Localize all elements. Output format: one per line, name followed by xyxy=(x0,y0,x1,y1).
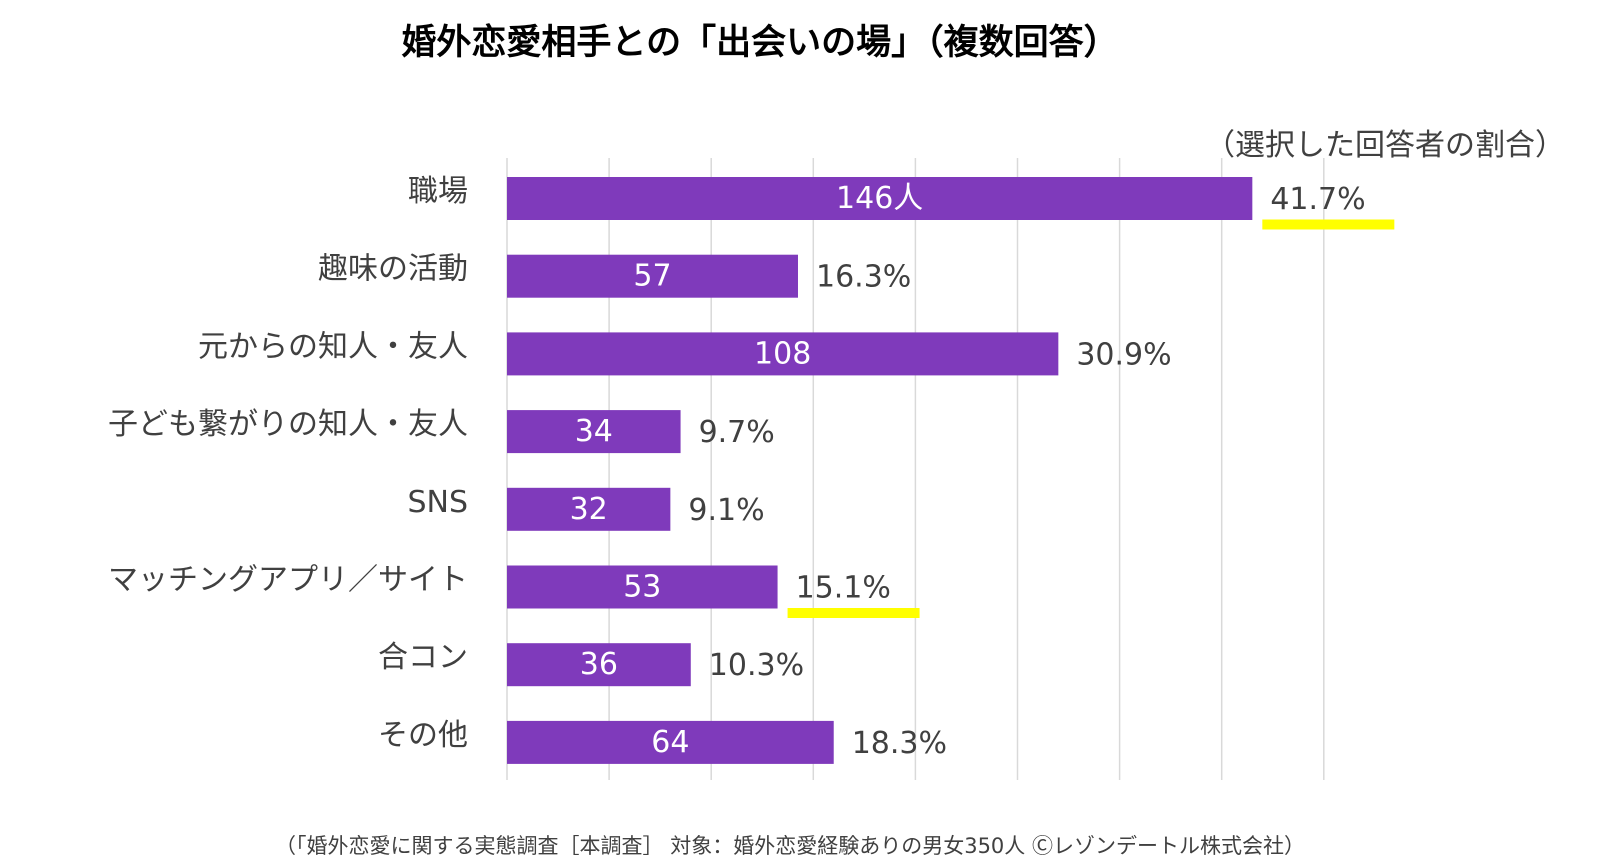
category-label: 趣味の活動 xyxy=(318,252,468,287)
count-label: 57 xyxy=(633,259,671,294)
value-label: 15.1% xyxy=(796,571,891,606)
bar xyxy=(507,254,798,298)
highlight-underline xyxy=(1262,219,1395,230)
category-label: 職場 xyxy=(408,174,468,209)
value-label: 10.3% xyxy=(709,648,804,683)
chart-title: 婚外恋愛相手との「出会いの場」（複数回答） xyxy=(401,23,1119,63)
bar xyxy=(507,177,1253,220)
category-label: 合コン xyxy=(378,640,468,675)
count-label: 53 xyxy=(623,570,661,605)
count-label: 36 xyxy=(580,647,618,682)
count-label: 32 xyxy=(570,492,608,527)
bar xyxy=(507,410,681,454)
category-label: SNS xyxy=(407,485,468,520)
value-label: 9.1% xyxy=(688,493,764,528)
category-label: 元からの知人・友人 xyxy=(198,329,468,364)
value-label: 9.7% xyxy=(699,415,775,450)
unit-note: （選択した回答者の割合） xyxy=(1205,128,1565,163)
bar xyxy=(507,720,834,764)
source-footer: （「婚外恋愛に関する実態調査［本調査］ 対象：婚外恋愛経験ありの男女350人 Ⓒ… xyxy=(275,834,1305,858)
bar xyxy=(507,565,778,609)
count-label: 64 xyxy=(651,725,689,760)
count-label: 34 xyxy=(575,414,613,449)
bar xyxy=(507,487,671,531)
bar xyxy=(507,332,1059,376)
count-label: 108 xyxy=(754,336,811,371)
value-label: 30.9% xyxy=(1076,337,1171,372)
value-label: 18.3% xyxy=(852,726,947,761)
gridlines xyxy=(506,158,1325,780)
bar xyxy=(507,643,691,687)
highlight-underline xyxy=(787,608,920,618)
category-label: 子ども繋がりの知人・友人 xyxy=(108,407,468,442)
value-label: 41.7% xyxy=(1270,182,1365,217)
bar-chart: 職場 146人 41.7% 趣味の活動 57 16.3% 元からの知人・友人 108 30.9%… xyxy=(108,158,1395,780)
category-label: その他 xyxy=(378,718,468,753)
category-label: マッチングアプリ／サイト xyxy=(108,563,468,598)
count-label: 146人 xyxy=(836,181,923,216)
value-label: 16.3% xyxy=(816,260,911,295)
